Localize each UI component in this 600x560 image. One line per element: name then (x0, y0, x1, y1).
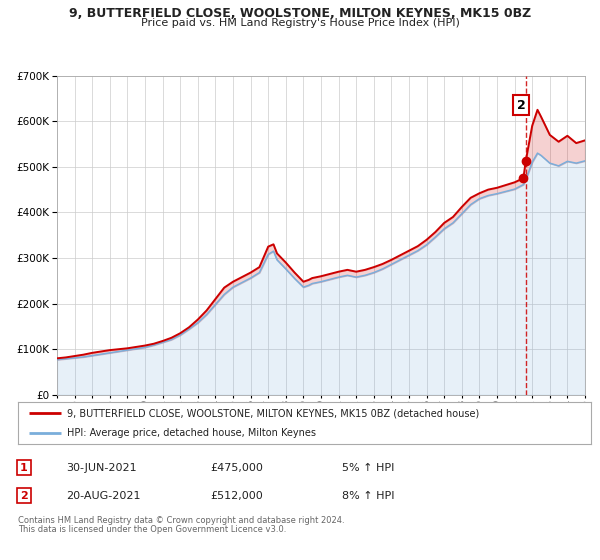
Text: This data is licensed under the Open Government Licence v3.0.: This data is licensed under the Open Gov… (18, 525, 286, 534)
Text: Price paid vs. HM Land Registry's House Price Index (HPI): Price paid vs. HM Land Registry's House … (140, 18, 460, 28)
Text: 5% ↑ HPI: 5% ↑ HPI (342, 463, 394, 473)
Text: 20-AUG-2021: 20-AUG-2021 (66, 491, 140, 501)
Text: HPI: Average price, detached house, Milton Keynes: HPI: Average price, detached house, Milt… (67, 428, 316, 438)
Text: Contains HM Land Registry data © Crown copyright and database right 2024.: Contains HM Land Registry data © Crown c… (18, 516, 344, 525)
Text: 8% ↑ HPI: 8% ↑ HPI (342, 491, 395, 501)
Text: 9, BUTTERFIELD CLOSE, WOOLSTONE, MILTON KEYNES, MK15 0BZ: 9, BUTTERFIELD CLOSE, WOOLSTONE, MILTON … (69, 7, 531, 20)
Text: 9, BUTTERFIELD CLOSE, WOOLSTONE, MILTON KEYNES, MK15 0BZ (detached house): 9, BUTTERFIELD CLOSE, WOOLSTONE, MILTON … (67, 408, 479, 418)
Text: 2: 2 (517, 99, 526, 112)
Text: 30-JUN-2021: 30-JUN-2021 (66, 463, 137, 473)
Text: £512,000: £512,000 (210, 491, 263, 501)
Text: 1: 1 (20, 463, 28, 473)
Text: 2: 2 (20, 491, 28, 501)
Text: £475,000: £475,000 (210, 463, 263, 473)
